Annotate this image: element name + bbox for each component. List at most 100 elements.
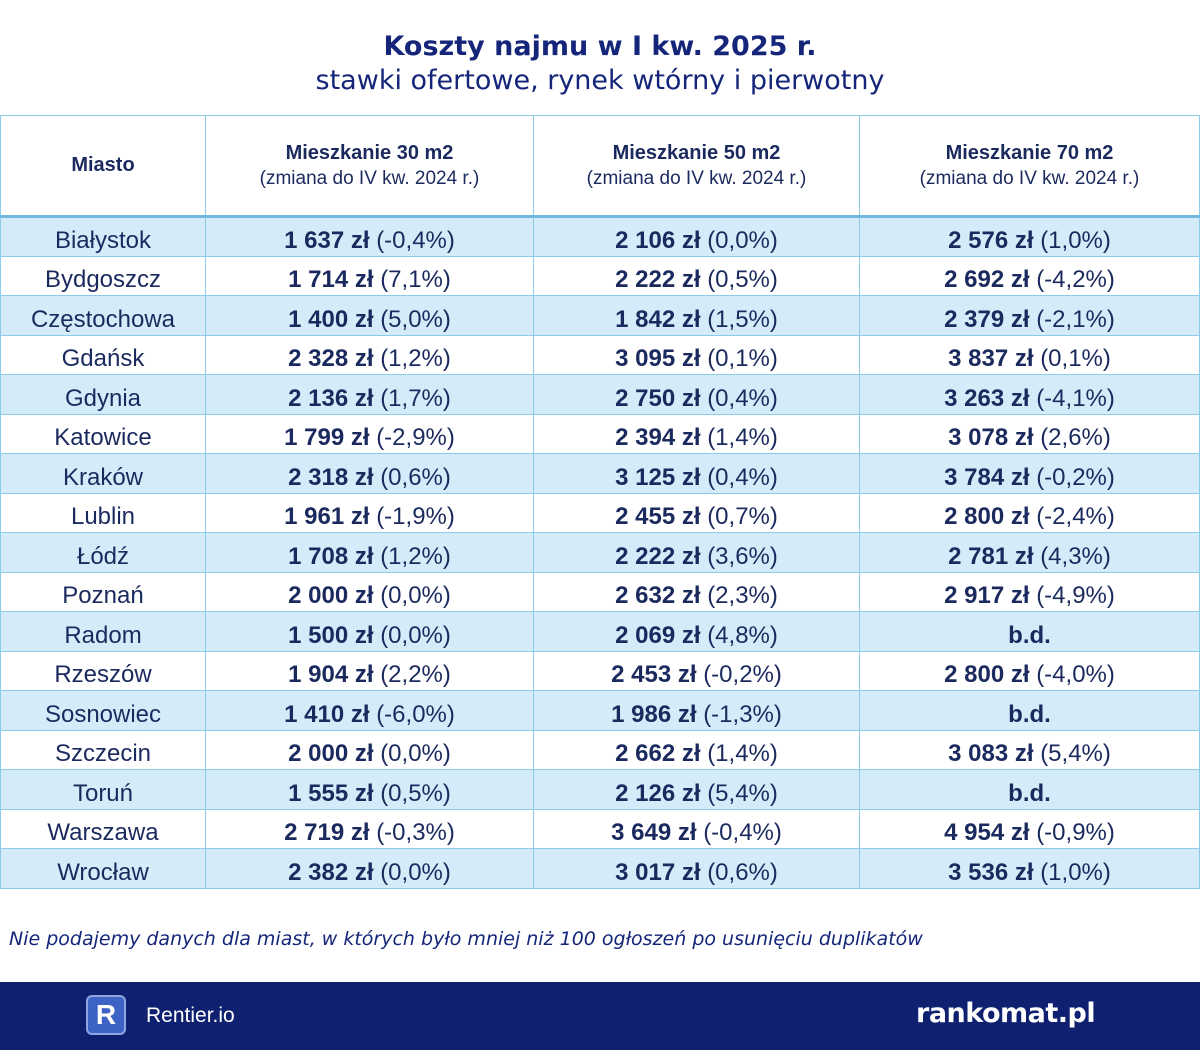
price-value: 2 719 zł (284, 819, 370, 847)
change-value: (2,6%) (1040, 424, 1111, 452)
table-row: Gdańsk 2 328 zł (1,2%) 3 095 zł (0,1%) 3 83… (0, 334, 1200, 375)
price-cell: 2 328 zł (1,2%) (205, 334, 534, 375)
price-value: 2 576 zł (948, 227, 1034, 255)
price-cell: 3 536 zł (1,0%) (859, 848, 1200, 889)
table-row: Białystok 1 637 zł (-0,4%) 2 106 zł (0,0%)… (0, 216, 1200, 257)
rankomat-logo: rankomat.pl (916, 998, 1096, 1029)
price-value: 2 800 zł (944, 503, 1030, 531)
city-cell: Radom (0, 611, 206, 652)
table-row: Poznań 2 000 zł (0,0%) 2 632 zł (2,3%) 2 91… (0, 571, 1200, 612)
price-value: 1 961 zł (284, 503, 370, 531)
table-row: Toruń 1 555 zł (0,5%) 2 126 zł (5,4%) b.d. (0, 769, 1200, 810)
price-value: 3 017 zł (615, 858, 701, 886)
table-row: Częstochowa 1 400 zł (5,0%) 1 842 zł (1,5%… (0, 295, 1200, 336)
change-value: (-0,2%) (1036, 463, 1115, 491)
price-value: 3 095 zł (615, 345, 701, 373)
table-row: Katowice 1 799 zł (-2,9%) 2 394 zł (1,4%) 3… (0, 413, 1200, 454)
header-sub: (zmiana do IV kw. 2024 r.) (919, 167, 1140, 189)
price-value: 1 400 zł (288, 305, 374, 333)
footer-bar: R Rentier.io rankomat.pl (0, 982, 1200, 1050)
price-value: 2 126 zł (615, 779, 701, 807)
price-cell: 3 837 zł (0,1%) (859, 334, 1200, 375)
price-cell: 3 784 zł (-0,2%) (859, 453, 1200, 494)
price-cell: b.d. (859, 769, 1200, 810)
change-value: (-0,4%) (703, 819, 782, 847)
change-value: (0,6%) (707, 858, 778, 886)
city-cell: Szczecin (0, 729, 206, 770)
price-value: 2 455 zł (615, 503, 701, 531)
price-value: 2 379 zł (944, 305, 1030, 333)
change-value: (-2,9%) (376, 424, 455, 452)
price-cell: 2 069 zł (4,8%) (533, 611, 860, 652)
price-cell: 2 576 zł (1,0%) (859, 216, 1200, 257)
price-cell: 2 394 zł (1,4%) (533, 413, 860, 454)
table-row: Wrocław 2 382 zł (0,0%) 3 017 zł (0,6%) 3 5… (0, 848, 1200, 889)
price-value: 3 083 zł (948, 740, 1034, 768)
change-value: (4,8%) (707, 621, 778, 649)
price-cell: 2 781 zł (4,3%) (859, 532, 1200, 573)
price-value: 2 000 zł (288, 582, 374, 610)
city-cell: Wrocław (0, 848, 206, 889)
price-cell: 2 222 zł (0,5%) (533, 255, 860, 296)
price-value: 4 954 zł (944, 819, 1030, 847)
change-value: (-2,4%) (1036, 503, 1115, 531)
change-value: (1,2%) (380, 345, 451, 373)
table-row: Sosnowiec 1 410 zł (-6,0%) 1 986 zł (-1,3%… (0, 690, 1200, 731)
price-value: 3 649 zł (611, 819, 697, 847)
change-value: (5,4%) (707, 779, 778, 807)
price-cell: 2 126 zł (5,4%) (533, 769, 860, 810)
price-cell: 3 263 zł (-4,1%) (859, 374, 1200, 415)
header-sub: (zmiana do IV kw. 2024 r.) (259, 167, 480, 189)
price-value: 3 837 zł (948, 345, 1034, 373)
price-cell: 1 986 zł (-1,3%) (533, 690, 860, 731)
price-value: 1 714 zł (288, 266, 374, 294)
price-cell: 3 083 zł (5,4%) (859, 729, 1200, 770)
price-value: 2 136 zł (288, 384, 374, 412)
city-cell: Katowice (0, 413, 206, 454)
change-value: (0,0%) (380, 858, 451, 886)
change-value: (2,3%) (707, 582, 778, 610)
city-cell: Warszawa (0, 808, 206, 849)
change-value: (3,6%) (707, 542, 778, 570)
price-value: b.d. (1008, 621, 1051, 649)
price-value: 1 500 zł (288, 621, 374, 649)
city-cell: Sosnowiec (0, 690, 206, 731)
change-value: (-1,3%) (703, 700, 782, 728)
price-value: 1 637 zł (284, 227, 370, 255)
change-value: (1,0%) (1040, 227, 1111, 255)
price-cell: 1 961 zł (-1,9%) (205, 492, 534, 533)
change-value: (0,0%) (707, 227, 778, 255)
price-cell: 1 714 zł (7,1%) (205, 255, 534, 296)
price-cell: 2 000 zł (0,0%) (205, 729, 534, 770)
header-sub: (zmiana do IV kw. 2024 r.) (586, 167, 807, 189)
price-value: 2 222 zł (615, 266, 701, 294)
table-body: Białystok 1 637 zł (-0,4%) 2 106 zł (0,0%)… (0, 216, 1200, 889)
city-cell: Gdańsk (0, 334, 206, 375)
change-value: (0,0%) (380, 740, 451, 768)
change-value: (0,1%) (1040, 345, 1111, 373)
price-cell: 2 379 zł (-2,1%) (859, 295, 1200, 336)
price-value: 2 382 zł (288, 858, 374, 886)
change-value: (1,0%) (1040, 858, 1111, 886)
change-value: (5,4%) (1040, 740, 1111, 768)
city-cell: Poznań (0, 571, 206, 612)
change-value: (0,5%) (380, 779, 451, 807)
price-cell: 3 017 zł (0,6%) (533, 848, 860, 889)
change-value: (-0,9%) (1036, 819, 1115, 847)
price-cell: b.d. (859, 690, 1200, 731)
price-cell: 2 453 zł (-0,2%) (533, 650, 860, 691)
rent-table: Miasto Mieszkanie 30 m2 (zmiana do IV kw.… (0, 115, 1200, 889)
price-cell: 2 318 zł (0,6%) (205, 453, 534, 494)
header-70m2: Mieszkanie 70 m2 (zmiana do IV kw. 2024 r… (859, 115, 1200, 218)
price-cell: 2 917 zł (-4,9%) (859, 571, 1200, 612)
chart-title: Koszty najmu w I kw. 2025 r. (383, 31, 817, 62)
header-50m2: Mieszkanie 50 m2 (zmiana do IV kw. 2024 r… (533, 115, 860, 218)
price-cell: 2 719 zł (-0,3%) (205, 808, 534, 849)
table-row: Radom 1 500 zł (0,0%) 2 069 zł (4,8%) b.d. (0, 611, 1200, 652)
change-value: (0,4%) (707, 463, 778, 491)
price-cell: 1 842 zł (1,5%) (533, 295, 860, 336)
change-value: (0,5%) (707, 266, 778, 294)
price-cell: 1 410 zł (-6,0%) (205, 690, 534, 731)
change-value: (-6,0%) (376, 700, 455, 728)
city-cell: Częstochowa (0, 295, 206, 336)
